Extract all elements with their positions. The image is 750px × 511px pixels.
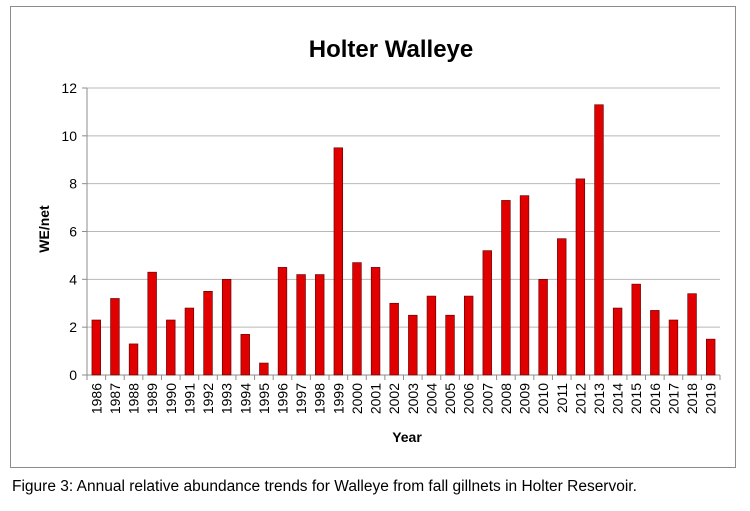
bar-2006 [463,295,474,376]
y-tick-labels: 0 2 4 6 8 10 12 [61,80,77,383]
bar-2019 [706,338,716,376]
x-tick-label: 2018 [684,383,700,414]
chart-frame: Holter Walleye 0 2 4 6 8 10 12 1986 1987 1988 198… [10,6,736,468]
x-tick-label: 2004 [423,383,439,414]
x-tick-label: 1992 [200,383,216,414]
bar-1986 [91,319,101,376]
figure-caption: Figure 3: Annual relative abundance tren… [12,478,637,495]
bar-2012 [575,178,586,376]
x-tick-label: 2013 [591,383,607,414]
bar-2008 [501,200,511,376]
x-tick-label: 1990 [163,383,179,414]
x-tick-label: 1998 [312,383,328,414]
y-tick-label: 0 [69,367,77,383]
x-tick-label: 2002 [386,383,402,414]
x-tick-label: 2011 [554,383,570,413]
bar-2003 [408,314,418,376]
chart-svg: Holter Walleye 0 2 4 6 8 10 12 1986 1987 1988 198… [36,36,721,445]
x-tick-label: 1995 [256,383,272,414]
bar-1988 [128,343,139,376]
bar-2016 [650,310,660,376]
x-tick-label: 2007 [479,383,495,414]
bar-2002 [389,302,399,376]
x-tick-label: 2000 [349,383,365,414]
x-tick-label: 1986 [88,383,104,414]
bar-2014 [612,307,623,376]
bar-2013 [594,104,604,376]
bars [91,104,716,376]
bar-2007 [482,250,492,376]
x-axis-label: Year [392,429,422,445]
bar-1987 [110,298,120,376]
bar-1990 [166,319,176,376]
x-tick-label: 2015 [628,383,644,414]
y-tick-label: 8 [69,176,77,192]
axes [82,87,721,380]
bar-2005 [445,314,455,376]
x-tick-label: 2006 [461,383,477,414]
x-tick-label: 2017 [665,383,681,414]
x-tick-label: 1991 [181,383,197,414]
bar-2011 [557,238,567,376]
x-tick-label: 2005 [442,383,458,414]
bar-1993 [221,279,232,376]
y-tick-label: 4 [69,271,77,287]
x-tick-label: 1997 [293,383,309,414]
x-tick-label: 1987 [107,383,123,414]
x-tick-label: 1994 [237,383,253,414]
x-tick-label: 2008 [498,383,514,414]
chart-title: Holter Walleye [309,36,474,63]
x-tick-label: 1996 [274,383,290,414]
x-tick-label: 1999 [330,383,346,414]
gridlines [87,87,720,328]
x-tick-label: 2012 [572,383,588,414]
x-tick-label: 2009 [517,383,533,414]
bar-1999 [333,147,344,376]
y-tick-label: 6 [69,224,77,240]
bar-2009 [519,195,530,376]
bar-1997 [296,274,306,376]
bar-2017 [668,319,679,376]
bar-1991 [184,307,195,376]
bar-1996 [277,267,288,376]
y-tick-label: 2 [69,319,77,335]
bar-2010 [538,279,548,376]
bar-2004 [426,295,437,376]
bar-1995 [259,362,269,376]
x-tick-label: 1988 [126,383,142,414]
bar-1989 [147,271,157,376]
y-tick-label: 10 [61,128,77,144]
x-tick-label: 2001 [368,383,384,414]
x-tick-label: 2014 [610,383,626,414]
y-tick-label: 12 [61,80,77,96]
x-tick-label: 2019 [703,383,719,414]
bar-2000 [352,262,362,376]
bar-1998 [315,274,325,376]
x-tick-label: 1989 [144,383,160,414]
y-axis-label: WE/net [36,205,52,253]
bar-2018 [687,293,697,376]
bar-2001 [370,267,381,376]
bar-1992 [203,290,213,376]
x-tick-label: 2010 [535,383,551,414]
x-tick-label: 1993 [219,383,235,414]
x-tick-label: 2003 [405,383,421,414]
x-tick-label: 2016 [647,383,663,414]
bar-2015 [631,283,641,376]
bar-1994 [240,334,250,376]
x-tick-labels: 1986 1987 1988 1989 1990 1991 1992 1993 1994 1995… [88,383,718,414]
